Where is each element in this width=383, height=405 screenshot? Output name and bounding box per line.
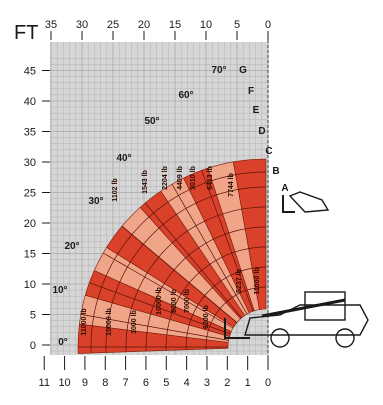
capacity-label: 7000 lb <box>184 289 191 313</box>
y-tick-label: 30 <box>24 157 36 169</box>
x-bottom-tick-label: 2 <box>224 377 230 389</box>
capacity-label: 11000 lb <box>254 267 261 294</box>
boom-angle-label: 0° <box>58 337 68 348</box>
boom-angle-label: 60° <box>178 90 193 101</box>
boom-angle-label: 40° <box>116 153 131 164</box>
y-tick-label: 10 <box>24 279 36 291</box>
capacity-label: 1102 lb <box>112 178 119 201</box>
boom-angle-labels: 0° 10° 20° 30° 40° 50° 60° 70° <box>52 65 226 348</box>
rear-wheel <box>335 328 355 348</box>
y-tick-label: 35 <box>24 127 36 139</box>
x-bottom-tick-label: 4 <box>184 377 190 389</box>
x-top-tick-label: 20 <box>138 19 150 31</box>
boom-angle-rays <box>78 170 254 348</box>
capacity-label: 3010 lb <box>190 166 197 190</box>
boom-angle-label: 50° <box>144 116 159 127</box>
capacity-label: 1000 lb <box>131 310 138 334</box>
front-wheel <box>270 328 290 348</box>
y-tick-label: 40 <box>24 96 36 108</box>
telehandler-drawing <box>224 191 369 348</box>
reach-arc <box>145 226 267 352</box>
y-tick-label: 45 <box>24 66 36 78</box>
x-top-tick-label: 0 <box>265 19 271 31</box>
y-tick-label: 20 <box>24 218 36 230</box>
boom-angle-ray <box>80 314 229 341</box>
forks-low <box>224 318 250 339</box>
x-bottom-tick-label: 11 <box>39 377 50 389</box>
x-axis-bottom-ticks: 11 10 9 8 7 6 5 4 3 2 1 0 <box>39 356 271 389</box>
boom-angle-label: 70° <box>211 65 226 76</box>
x-bottom-tick-label: 9 <box>82 377 88 389</box>
forks-raised-boom-tip <box>288 191 330 213</box>
load-zones <box>77 158 267 354</box>
capacity-label: 10000 lb <box>156 287 163 315</box>
x-top-tick-label: 10 <box>200 19 212 31</box>
x-top-tick-label: 15 <box>169 19 181 31</box>
y-tick-label: 25 <box>24 188 36 200</box>
capacity-label: 1543 lb <box>142 170 149 194</box>
extension-zone-label: D <box>258 126 265 137</box>
capacity-label: 10000 lb <box>106 308 113 336</box>
x-top-tick-label: 5 <box>234 19 240 31</box>
x-bottom-tick-label: 8 <box>102 377 108 389</box>
reach-arc <box>125 206 267 352</box>
capacity-label: 11000 lb <box>81 308 88 335</box>
x-bottom-tick-label: 0 <box>265 377 271 389</box>
x-bottom-tick-label: 10 <box>58 377 70 389</box>
capacity-label: 7744 lb <box>228 173 235 197</box>
x-top-tick-label: 30 <box>76 19 88 31</box>
boom-angle-ray <box>89 282 231 335</box>
boom-angle-ray <box>103 252 234 329</box>
capacity-label: 4409 lb <box>177 166 184 190</box>
extension-zone-label: E <box>253 105 260 116</box>
x-top-tick-label: 35 <box>45 19 57 31</box>
y-axis-ticks: 0 5 10 15 20 25 30 35 40 45 <box>24 66 50 352</box>
capacity-label: 6413 lb <box>207 166 214 190</box>
boom-angle-label: 20° <box>64 241 79 252</box>
reach-arc <box>205 286 267 350</box>
reach-arc <box>165 246 267 351</box>
capacity-label: 2204 lb <box>162 166 169 190</box>
extension-zone-label: C <box>265 146 272 157</box>
boom-angle-label: 10° <box>52 285 67 296</box>
boom-angle-ray <box>171 184 248 315</box>
extension-zone-label: G <box>239 65 247 76</box>
x-bottom-tick-label: 7 <box>123 377 129 389</box>
x-bottom-tick-label: 1 <box>245 377 251 389</box>
reach-arc <box>90 171 267 354</box>
telehandler-cab <box>304 291 346 321</box>
extension-zone-label: A <box>281 183 288 194</box>
capacity-label: 5237 lb <box>236 269 243 293</box>
boom-angle-ray <box>144 202 242 319</box>
x-bottom-tick-label: 3 <box>204 377 210 389</box>
telehandler-body <box>244 304 369 336</box>
y-tick-label: 0 <box>30 340 36 352</box>
capacity-labels: 11000 lb 10000 lb 1000 lb 10000 lb 8000 lb 70… <box>81 166 261 336</box>
boom-angle-label: 30° <box>88 196 103 207</box>
reach-arcs <box>90 171 267 354</box>
y-tick-label: 5 <box>30 310 36 322</box>
reach-arc <box>105 186 267 353</box>
x-bottom-tick-label: 5 <box>163 377 169 389</box>
boom-angle-ray <box>201 170 254 312</box>
x-top-tick-label: 25 <box>107 19 119 31</box>
telehandler-boom <box>261 298 346 318</box>
load-zone-sector <box>233 158 267 310</box>
x-axis-top-ticks: 35 30 25 20 15 10 5 0 <box>45 19 271 40</box>
extension-zone-label: B <box>272 166 279 177</box>
extension-zone-label: F <box>248 86 254 97</box>
capacity-label: 6200 lb <box>203 305 210 329</box>
unit-label: FT <box>14 22 38 44</box>
forks-raised <box>282 195 295 213</box>
capacity-label: 8000 lb <box>171 289 178 313</box>
x-bottom-tick-label: 6 <box>143 377 149 389</box>
boom-angle-ray <box>121 225 238 323</box>
y-tick-label: 15 <box>24 249 36 261</box>
